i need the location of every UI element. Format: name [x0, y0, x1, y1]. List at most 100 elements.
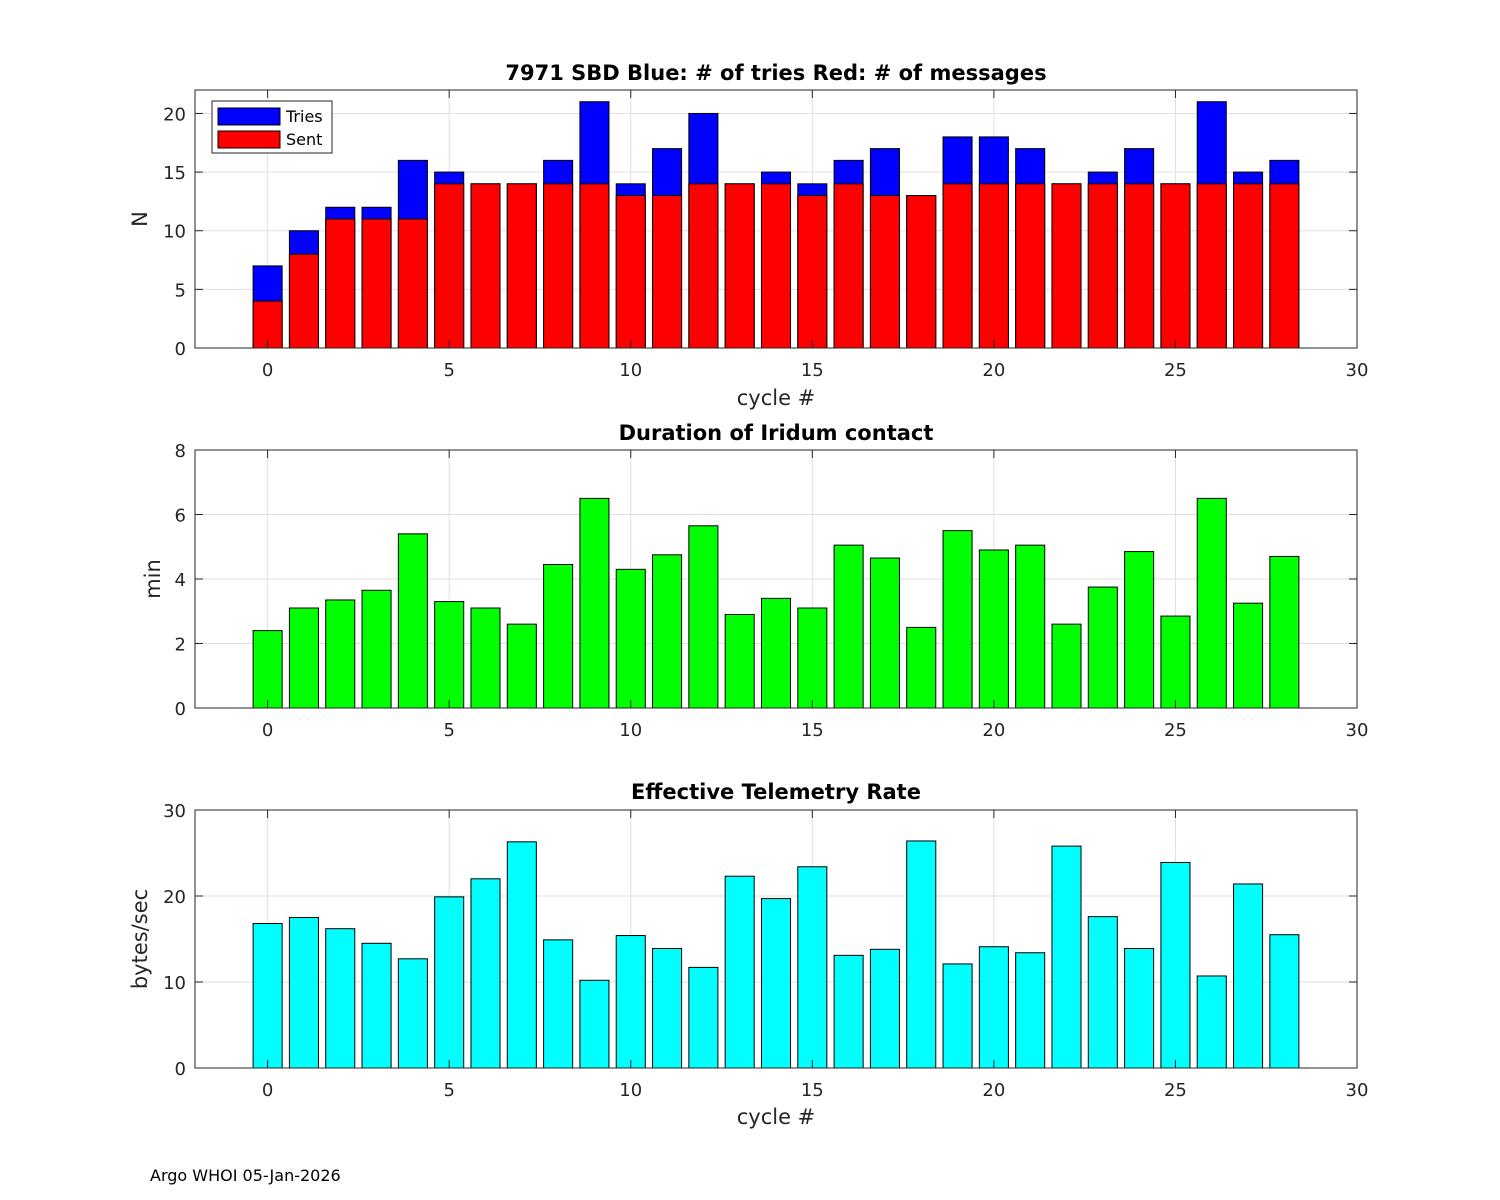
- bar-rate: [978, 946, 1009, 1069]
- bar-sent: [652, 195, 683, 349]
- y-axis-label: bytes/sec: [128, 889, 152, 989]
- x-tick-label: 20: [982, 360, 1005, 381]
- x-tick-label: 10: [619, 1080, 642, 1101]
- bar-duration: [833, 544, 864, 709]
- legend-swatch-tries: [217, 107, 281, 126]
- bar-duration: [1051, 623, 1082, 709]
- bar-sent: [1015, 183, 1046, 349]
- x-tick-label: 0: [262, 1080, 273, 1101]
- bar-duration: [1233, 602, 1264, 709]
- bar-duration: [252, 630, 283, 709]
- bar-duration: [1269, 555, 1300, 709]
- x-tick-label: 15: [801, 360, 824, 381]
- bar-rate: [797, 866, 828, 1069]
- x-tick-label: 30: [1346, 1080, 1369, 1101]
- bar-sent: [579, 183, 610, 349]
- y-tick-label: 10: [163, 222, 186, 243]
- bar-rate: [325, 928, 356, 1069]
- y-tick-label: 0: [175, 339, 186, 360]
- x-tick-label: 15: [801, 1080, 824, 1101]
- bar-sent: [506, 183, 537, 349]
- bar-sent: [833, 183, 864, 349]
- bar-sent: [906, 195, 937, 349]
- bar-duration: [978, 549, 1009, 709]
- bar-rate: [1233, 883, 1264, 1069]
- bar-sent: [688, 183, 719, 349]
- bar-rate: [906, 840, 937, 1069]
- bar-duration: [688, 525, 719, 709]
- bar-rate: [397, 958, 428, 1069]
- x-tick-label: 5: [443, 1080, 454, 1101]
- bar-sent: [615, 195, 646, 349]
- bar-sent: [1087, 183, 1118, 349]
- bar-rate: [252, 923, 283, 1069]
- bar-duration: [652, 554, 683, 709]
- x-axis-label: cycle #: [737, 386, 816, 410]
- bar-sent: [942, 183, 973, 349]
- bar-sent: [1124, 183, 1155, 349]
- bar-duration: [470, 607, 501, 709]
- bar-sent: [1051, 183, 1082, 349]
- bar-rate: [1196, 975, 1227, 1069]
- x-tick-label: 10: [619, 720, 642, 741]
- bar-duration: [906, 626, 937, 709]
- bar-sent: [869, 195, 900, 349]
- footer-credit: Argo WHOI 05-Jan-2026: [150, 1166, 341, 1185]
- x-tick-label: 30: [1346, 360, 1369, 381]
- x-tick-label: 30: [1346, 720, 1369, 741]
- bar-duration: [579, 497, 610, 709]
- bar-duration: [797, 607, 828, 709]
- bar-sent: [978, 183, 1009, 349]
- bar-rate: [688, 966, 719, 1069]
- x-tick-label: 10: [619, 360, 642, 381]
- bar-rate: [543, 939, 574, 1069]
- bar-duration: [869, 557, 900, 709]
- y-tick-label: 20: [163, 887, 186, 908]
- panel-title: Duration of Iridum contact: [619, 421, 934, 445]
- bar-duration: [1087, 586, 1118, 709]
- y-tick-label: 30: [163, 801, 186, 822]
- bar-duration: [543, 563, 574, 709]
- bar-sent: [760, 183, 792, 349]
- bar-sent: [724, 183, 755, 349]
- bar-sent: [361, 218, 392, 349]
- bar-duration: [325, 599, 356, 709]
- bar-sent: [288, 253, 319, 349]
- bar-rate: [361, 942, 392, 1069]
- duration-panel: Duration of Iridum contact 0 5 10 15 20 25 30 0…: [141, 421, 1368, 741]
- tries-messages-panel: 7971 SBD Blue: # of tries Red: # of mess…: [128, 61, 1368, 410]
- bar-rate: [434, 896, 465, 1069]
- y-tick-label: 6: [175, 506, 186, 527]
- x-tick-label: 25: [1164, 360, 1187, 381]
- y-tick-label: 4: [175, 570, 186, 591]
- bar-rate: [652, 947, 683, 1069]
- y-tick-label: 5: [175, 280, 186, 301]
- bar-rate: [579, 979, 610, 1069]
- bar-duration: [1015, 544, 1046, 709]
- y-axis-label: N: [128, 211, 152, 227]
- bar-rate: [760, 898, 792, 1069]
- legend-label-tries: Tries: [285, 107, 323, 126]
- telemetry-rate-panel: Effective Telemetry Rate 0 5 10 15 20 25 30 0 10…: [128, 780, 1368, 1129]
- x-tick-label: 25: [1164, 720, 1187, 741]
- axes-box: [194, 809, 1358, 1069]
- bar-sent: [543, 183, 574, 349]
- bar-sent: [1196, 183, 1227, 349]
- bar-duration: [942, 530, 973, 709]
- x-tick-label: 0: [262, 360, 273, 381]
- x-tick-label: 20: [982, 1080, 1005, 1101]
- bar-duration: [506, 623, 537, 709]
- bar-duration: [288, 607, 319, 709]
- axes-box: [194, 89, 1358, 349]
- bar-sent: [797, 195, 828, 349]
- x-tick-label: 25: [1164, 1080, 1187, 1101]
- bar-rate: [1160, 861, 1191, 1069]
- x-tick-label: 15: [801, 720, 824, 741]
- bar-sent: [470, 183, 501, 349]
- legend-swatch-sent: [217, 130, 281, 149]
- bar-duration: [1196, 497, 1227, 709]
- bar-rate: [506, 841, 537, 1069]
- bar-rate: [615, 935, 646, 1069]
- x-tick-label: 5: [443, 720, 454, 741]
